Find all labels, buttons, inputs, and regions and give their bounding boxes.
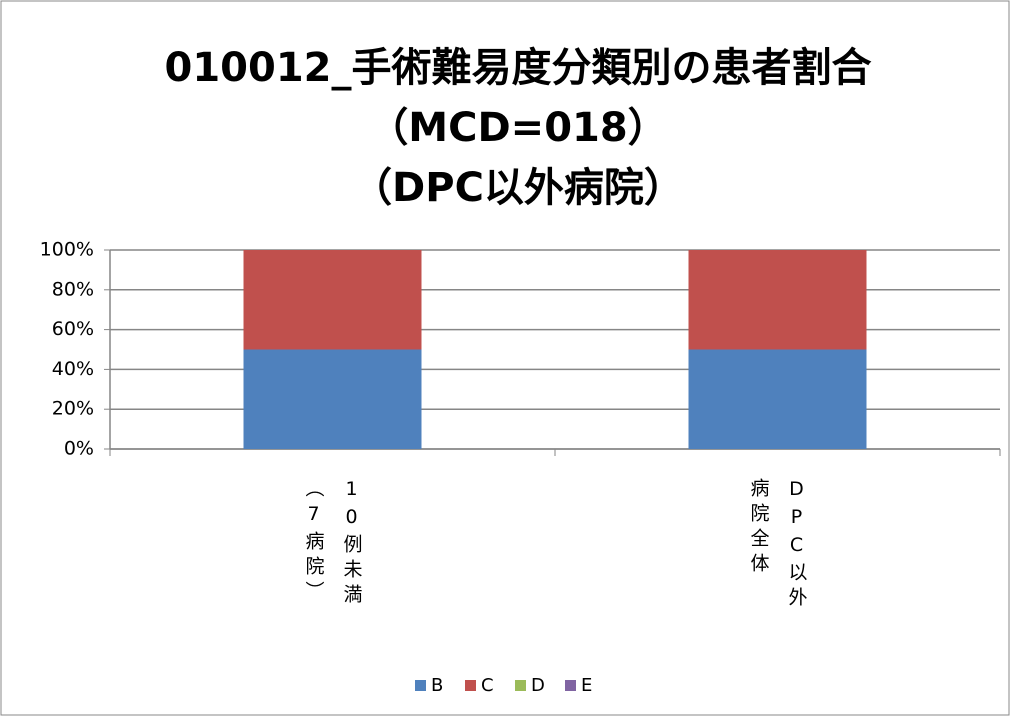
bar-segment [688,349,867,449]
y-tick-label: 20% [52,398,94,420]
legend-swatch [565,680,576,691]
legend-swatch [465,680,476,691]
chart-title: 010012_手術難易度分類別の患者割合 [165,45,872,91]
bar-segment [243,250,422,350]
y-tick-label: 60% [52,318,94,340]
chart-title: （DPC以外病院） [352,165,684,211]
y-tick-label: 40% [52,358,94,380]
legend-label: B [431,675,443,696]
chart-title: （MCD=018） [368,105,667,151]
legend-label: C [481,675,494,696]
x-tick-label: 10例未満（7病院） [302,478,363,609]
y-tick-label: 100% [40,239,94,261]
legend-label: E [581,675,592,696]
legend-swatch [415,680,426,691]
legend-label: D [531,675,545,696]
bar-segment [243,349,422,449]
legend-swatch [515,680,526,691]
y-tick-label: 0% [64,438,94,460]
y-tick-label: 80% [52,278,94,300]
x-tick-label: DPC以外病院全体 [747,478,808,612]
bar-segment [688,250,867,350]
